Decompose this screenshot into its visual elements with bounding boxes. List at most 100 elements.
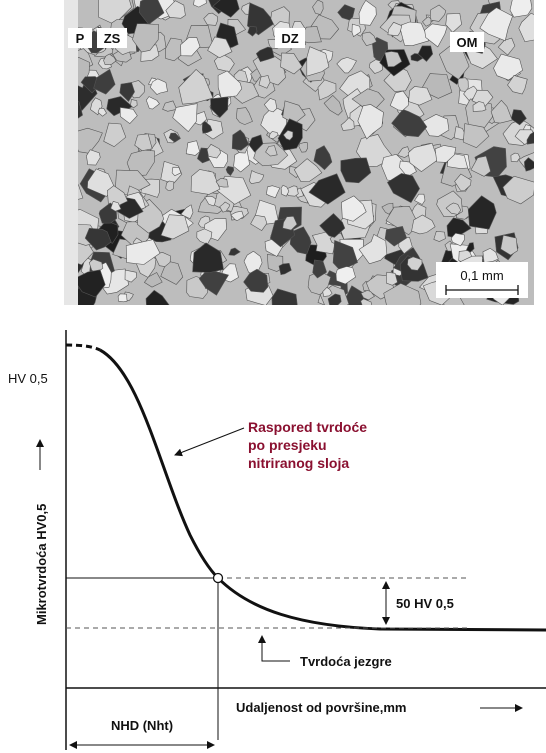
scale-bar <box>445 285 519 295</box>
grain <box>510 109 527 126</box>
depth-label: NHD (Nht) <box>111 718 173 733</box>
grain <box>250 214 268 232</box>
zone-label: ZS <box>104 31 121 46</box>
hardness-curve <box>99 348 546 632</box>
grain <box>429 4 447 22</box>
x-axis-label: Udaljenost od površine,mm <box>236 700 406 715</box>
grain <box>387 21 403 37</box>
grain <box>524 157 534 172</box>
grain <box>493 53 523 81</box>
grain <box>117 293 128 303</box>
grain <box>280 184 290 197</box>
grain <box>280 52 303 75</box>
label-box <box>450 32 484 52</box>
graph: HV 0,5 Mikrotvrdoća HV0,5 Raspored tvrdo… <box>8 330 546 750</box>
y-top-label: HV 0,5 <box>8 371 48 386</box>
grain <box>462 123 490 149</box>
grain <box>283 130 294 141</box>
grain <box>433 230 446 242</box>
grain <box>381 202 394 215</box>
grain <box>138 0 165 25</box>
zone-label: P <box>76 31 85 46</box>
grain <box>231 129 250 151</box>
grain <box>319 213 346 238</box>
grain <box>124 269 137 283</box>
curve-pointer <box>174 427 245 457</box>
grain <box>126 149 155 177</box>
grain <box>207 36 233 59</box>
grain <box>358 233 388 265</box>
grain <box>463 85 481 102</box>
grain <box>278 262 292 276</box>
grain <box>479 7 513 42</box>
grain <box>228 247 241 256</box>
grain <box>198 269 229 296</box>
grain <box>145 96 160 110</box>
grain <box>132 23 160 53</box>
grain <box>203 12 218 26</box>
scale-box <box>436 262 528 298</box>
grain <box>308 173 346 205</box>
grain <box>201 121 213 134</box>
grain <box>282 215 298 231</box>
curve-label: nitriranog sloja <box>248 455 349 471</box>
grain <box>204 195 219 207</box>
label-box <box>275 28 305 48</box>
grain <box>417 45 434 62</box>
grain <box>193 0 207 8</box>
grain <box>215 177 229 188</box>
grain <box>119 107 138 124</box>
grain <box>87 168 116 197</box>
grain <box>383 283 422 305</box>
grain <box>165 180 175 191</box>
grain <box>317 79 337 101</box>
grain <box>470 155 491 177</box>
grain <box>386 173 420 203</box>
grain <box>265 145 278 157</box>
grain <box>424 23 448 48</box>
grain <box>385 271 398 286</box>
grain <box>103 53 117 66</box>
grain <box>271 288 298 305</box>
grain <box>526 131 534 145</box>
grain <box>192 242 224 273</box>
grain <box>454 173 472 191</box>
curve-label: po presjeku <box>248 437 327 453</box>
grain <box>445 202 462 215</box>
grain <box>160 214 190 240</box>
grain <box>407 256 423 271</box>
grain <box>84 227 112 251</box>
grain <box>119 82 135 102</box>
grain <box>466 242 475 253</box>
grain <box>341 195 367 222</box>
grain <box>518 12 534 43</box>
grain <box>298 142 308 153</box>
grain <box>162 100 178 112</box>
grain <box>248 134 264 153</box>
curve-extrapolation <box>65 343 101 352</box>
grain <box>180 204 194 220</box>
grain <box>384 51 403 68</box>
grain <box>160 260 184 285</box>
grain <box>490 99 513 124</box>
grain <box>249 170 265 185</box>
grain <box>134 133 153 152</box>
grain <box>500 234 518 256</box>
label-box <box>68 28 92 48</box>
grain <box>225 165 235 176</box>
curve-label: Raspored tvrdoće <box>248 419 367 435</box>
grain <box>337 4 356 21</box>
grain <box>110 201 122 212</box>
grain <box>507 75 528 95</box>
grain <box>389 90 409 111</box>
grain <box>335 266 356 285</box>
grain <box>268 131 279 140</box>
grain <box>327 293 342 305</box>
grain <box>497 37 516 56</box>
grain <box>385 205 419 236</box>
grain <box>306 46 330 77</box>
grain <box>361 31 377 47</box>
grain <box>266 185 281 199</box>
grain <box>340 157 372 184</box>
